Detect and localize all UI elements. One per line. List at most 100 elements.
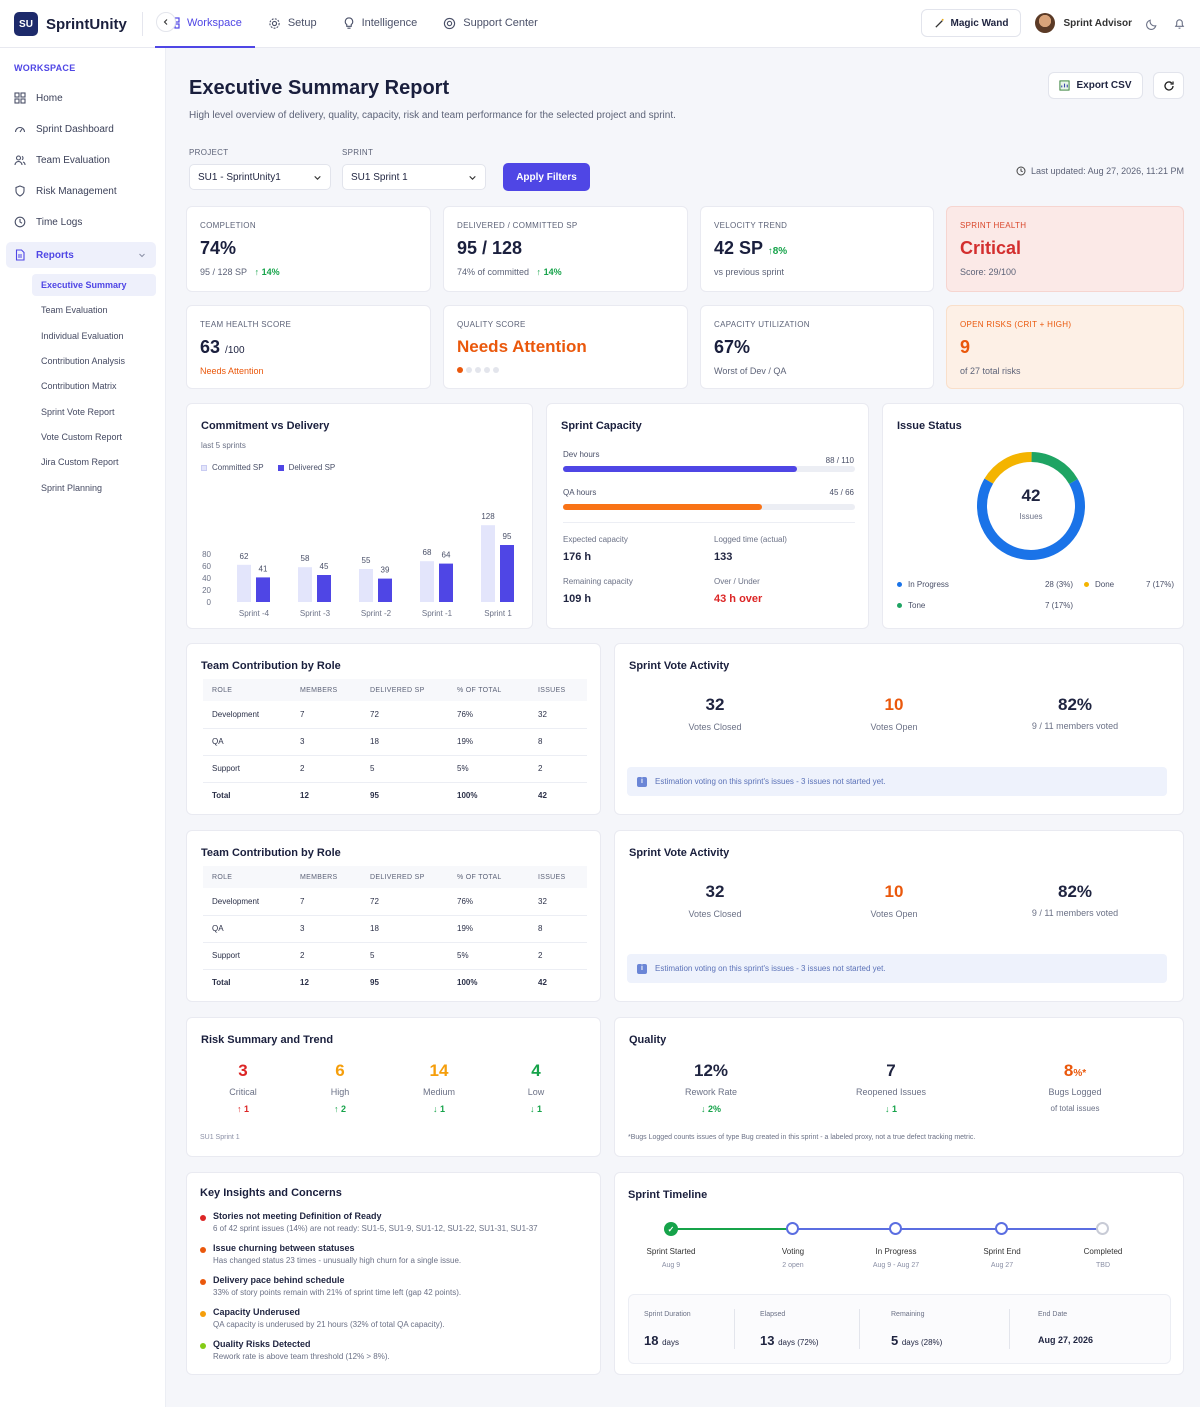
card-title: Key Insights and Concerns [200, 1187, 342, 1199]
timeline-node [786, 1222, 799, 1235]
sidebar-sub-sprint-vote-report[interactable]: Sprint Vote Report [41, 407, 115, 417]
risk-low-label: Low [527, 1087, 545, 1097]
sidebar-collapse-button[interactable] [156, 12, 176, 32]
contribution-table: ROLE MEMBERS DELIVERED SP% OF TOTAL ISSUES … [203, 866, 587, 996]
table-cell: Development [203, 701, 291, 729]
issue-status-donut [977, 452, 1085, 560]
sidebar-item-team-evaluation[interactable]: Team Evaluation [6, 147, 156, 173]
dot-filled [457, 367, 463, 373]
table-row: QA 3 18 19% 8 [203, 728, 587, 756]
kpi-sub: 95 / 128 SP ↑ 14% [200, 267, 280, 277]
nav-setup[interactable]: Setup [255, 0, 330, 48]
bugs-value-wrap: 8%* [1015, 1061, 1135, 1081]
over-under-label: Over / Under [714, 577, 760, 586]
risk-medium-label: Medium [422, 1087, 455, 1097]
bar-value-label: 95 [503, 532, 512, 541]
legend-swatch [277, 464, 284, 471]
stat-value-wrap: 18 days [644, 1333, 679, 1348]
page-subtitle: High level overview of delivery, quality… [189, 110, 676, 121]
sidebar-item-reports[interactable]: Reports [6, 242, 156, 268]
sidebar-sub-individual-evaluation[interactable]: Individual Evaluation [41, 331, 124, 341]
app-logo[interactable]: SU SprintUnity [14, 12, 127, 36]
rework-trend: ↓ 2% [700, 1104, 721, 1114]
kpi-sub: 74% of committed ↑ 14% [457, 267, 562, 277]
sprint-advisor-button[interactable]: Sprint Advisor [1035, 13, 1132, 33]
table-cell: 5 [361, 942, 448, 970]
expected-value: 176 h [563, 551, 592, 563]
bugs-label: Bugs Logged [1048, 1087, 1102, 1097]
risk-critical-trend: ↑ 1 [236, 1104, 249, 1114]
info-text: Estimation voting on this sprint's issue… [655, 964, 886, 973]
document-icon [14, 249, 26, 261]
sidebar-item-home[interactable]: Home [6, 85, 156, 111]
timeline-step-sub: Aug 9 - Aug 27 [872, 1262, 920, 1269]
table-cell: 7 [291, 888, 361, 916]
logged-label: Logged time (actual) [714, 535, 787, 544]
sidebar-item-time-logs[interactable]: Time Logs [6, 209, 156, 235]
sidebar-sub-vote-custom-report[interactable]: Vote Custom Report [41, 432, 123, 442]
export-csv-button[interactable]: Export CSV [1048, 72, 1143, 99]
shield-icon [14, 185, 26, 197]
gear-icon [268, 17, 281, 30]
sidebar-sub-executive-summary[interactable]: Executive Summary [32, 274, 156, 296]
bar-value-label: 64 [442, 551, 451, 560]
risk-low-trend: ↓ 1 [529, 1104, 542, 1114]
nav-support-center[interactable]: Support Center [430, 0, 551, 48]
table-row: Development 7 72 76% 32 [203, 701, 587, 729]
moon-icon[interactable] [1146, 17, 1159, 30]
project-select[interactable]: SU1 - SprintUnity1 [189, 164, 331, 190]
y-tick-label: 0 [207, 598, 212, 607]
table-cell: 18 [361, 915, 448, 943]
delivered-bar [317, 575, 331, 602]
dot-empty [484, 367, 490, 373]
info-icon: i [637, 776, 647, 787]
bell-icon[interactable] [1173, 17, 1186, 30]
sidebar-sub-contribution-matrix[interactable]: Contribution Matrix [41, 381, 117, 391]
kpi-quality-score: QUALITY SCORE Needs Attention [443, 305, 688, 389]
sidebar-sub-sprint-planning[interactable]: Sprint Planning [41, 483, 103, 493]
sidebar-sub-team-evaluation[interactable]: Team Evaluation [41, 305, 108, 315]
divider [859, 1309, 860, 1349]
nav-label: Intelligence [361, 17, 418, 29]
legend-label: Delivered SP [288, 463, 336, 472]
committed-bar [298, 567, 312, 602]
insight-title: Quality Risks Detected [213, 1339, 311, 1349]
sidebar-item-risk-management[interactable]: Risk Management [6, 178, 156, 204]
timeline-node [995, 1222, 1008, 1235]
sidebar-item-label: Reports [36, 249, 74, 261]
apply-filters-button[interactable]: Apply Filters [503, 163, 590, 191]
kpi-capacity-utilization: CAPACITY UTILIZATION 67% Worst of Dev / … [700, 305, 934, 389]
expected-label: Expected capacity [563, 535, 628, 544]
divider [1009, 1309, 1010, 1349]
insight-dot [200, 1215, 206, 1221]
voted-percent-label: 9 / 11 members voted [1031, 908, 1119, 918]
divider [734, 1309, 735, 1349]
sprint-vote-activity-card: Sprint Vote Activity 32 Votes Closed 10 … [614, 830, 1184, 1002]
x-category-label: Sprint -1 [422, 609, 453, 618]
kpi-label: VELOCITY TREND [714, 221, 788, 230]
kpi-sub: vs previous sprint [714, 267, 785, 277]
lifebuoy-icon [443, 17, 456, 30]
donut-total-label: Issues [1019, 512, 1043, 521]
refresh-button[interactable] [1153, 72, 1184, 99]
votes-closed-value: 32 [705, 882, 725, 901]
stat-unit: days (72%) [778, 1338, 819, 1347]
contribution-table: ROLE MEMBERS DELIVERED SP% OF TOTAL ISSUES … [203, 679, 587, 809]
sidebar-item-label: Time Logs [36, 216, 83, 228]
top-bar: SU SprintUnity Workspace Setup Intellige… [0, 0, 1200, 48]
sprint-select[interactable]: SU1 Sprint 1 [342, 164, 486, 190]
kpi-team-health: TEAM HEALTH SCORE 63 /100 Needs Attentio… [186, 305, 431, 389]
dot-empty [493, 367, 499, 373]
trend-up-icon: ↑ [767, 246, 773, 257]
qa-hours-bar [563, 504, 855, 510]
donut-segment [977, 452, 1085, 560]
sidebar-sub-contribution-analysis[interactable]: Contribution Analysis [41, 356, 126, 366]
committed-bar [420, 561, 434, 602]
nav-intelligence[interactable]: Intelligence [330, 0, 431, 48]
sidebar-item-sprint-dashboard[interactable]: Sprint Dashboard [6, 116, 156, 142]
magic-wand-button[interactable]: Magic Wand [920, 9, 1022, 37]
delivered-bar [256, 577, 270, 602]
sidebar-sub-jira-custom-report[interactable]: Jira Custom Report [41, 457, 119, 467]
table-row: QA 3 18 19% 8 [203, 915, 587, 943]
page-title: Executive Summary Report [189, 77, 450, 99]
